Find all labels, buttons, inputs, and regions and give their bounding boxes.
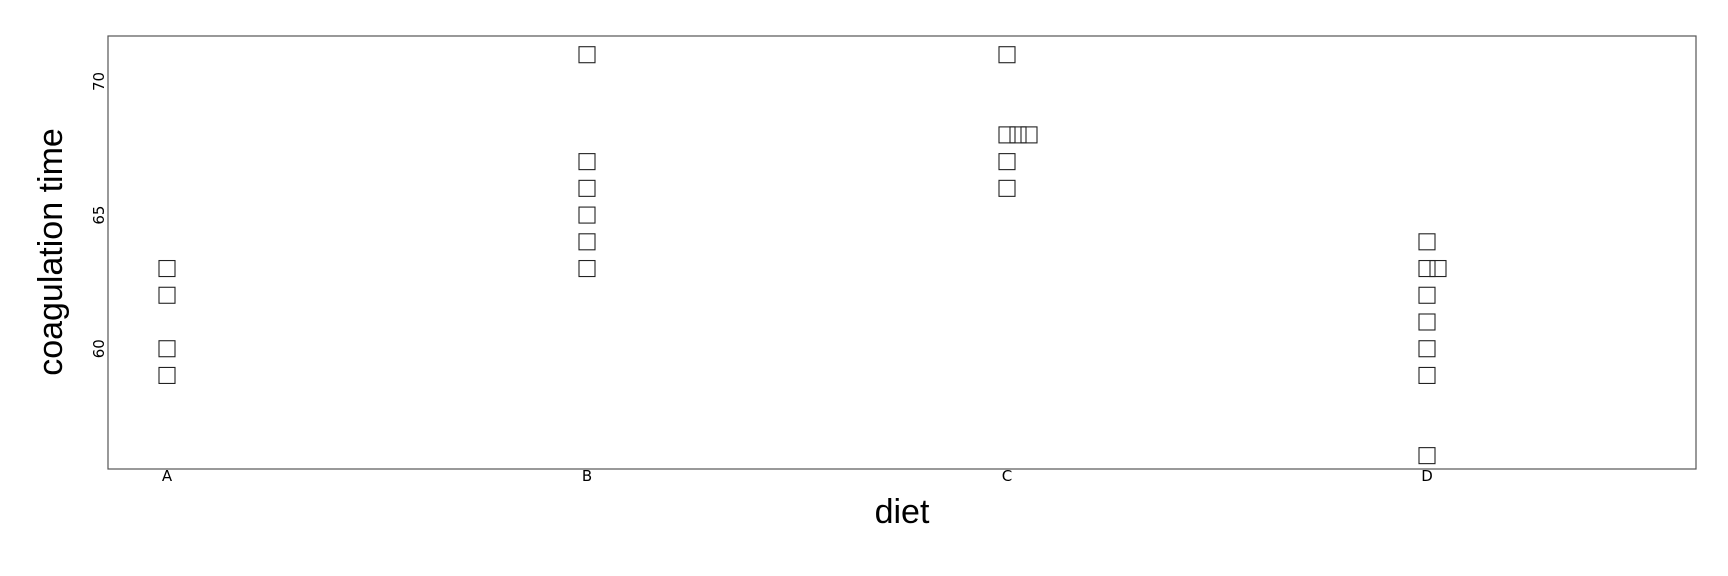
x-axis: A B C D [162, 467, 1433, 485]
data-point [998, 126, 1016, 144]
data-point [578, 153, 596, 171]
data-point [578, 206, 596, 224]
data-point [1429, 259, 1447, 278]
plot-frame [107, 35, 1697, 470]
data-point [1418, 286, 1436, 304]
data-point [1418, 447, 1436, 465]
x-tick-label: C [1002, 467, 1012, 485]
x-tick-label: B [582, 467, 592, 485]
y-axis: 60 65 70 [90, 72, 108, 358]
data-point [1418, 259, 1436, 278]
data-point [998, 179, 1016, 197]
data-point [158, 340, 176, 358]
data-point [158, 366, 176, 385]
x-tick-label: A [162, 467, 173, 485]
data-point [158, 286, 176, 304]
x-axis-title: diet [875, 493, 930, 531]
data-point [1418, 233, 1436, 251]
data-point [578, 259, 596, 278]
x-tick-label: D [1421, 467, 1433, 485]
data-point [998, 153, 1016, 171]
data-points [158, 46, 1447, 465]
y-axis-title: coagulation time [32, 128, 70, 376]
y-tick-label: 65 [90, 206, 108, 225]
data-point [158, 259, 176, 278]
data-point [578, 179, 596, 197]
data-point [998, 46, 1016, 64]
y-tick-label: 70 [90, 72, 108, 91]
y-tick-label: 60 [90, 339, 108, 358]
data-point [1009, 126, 1027, 144]
data-point [578, 233, 596, 251]
data-point [1418, 340, 1436, 358]
data-point [578, 46, 596, 64]
data-point [1418, 366, 1436, 385]
data-point [1418, 313, 1436, 331]
data-point [1020, 126, 1038, 144]
